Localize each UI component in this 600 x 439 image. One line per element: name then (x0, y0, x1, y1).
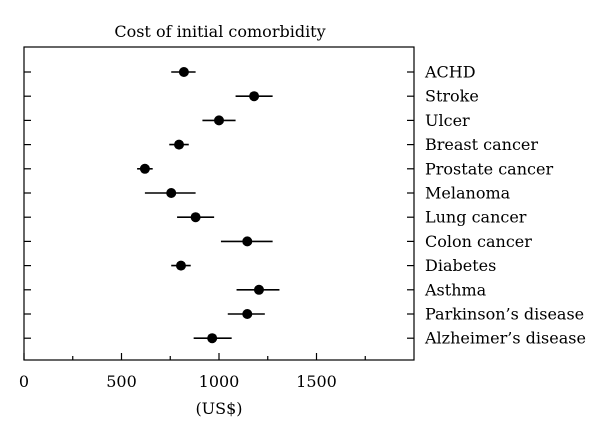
category-label: Parkinson’s disease (425, 305, 584, 324)
x-tick-label: 1000 (199, 372, 240, 391)
data-point (174, 139, 185, 150)
category-label: ACHD (424, 63, 476, 82)
category-label: Melanoma (425, 184, 511, 203)
data-point (178, 67, 189, 77)
data-point (214, 115, 224, 126)
category-label: Stroke (425, 87, 479, 106)
x-tick-label: 500 (106, 372, 137, 391)
x-axis-ticks: 0 500 1000 1500 (19, 71, 414, 391)
x-axis-label: (US$) (195, 399, 242, 418)
chart-title: Cost of initial comorbidity (114, 22, 325, 41)
category-label: Prostate cancer (425, 159, 553, 178)
data-marks (137, 67, 280, 344)
category-label: Colon cancer (425, 232, 532, 251)
category-labels: ACHD Stroke Ulcer Breast cancer Prostate can… (424, 63, 586, 348)
data-point (207, 333, 218, 344)
category-label: Lung cancer (425, 208, 527, 227)
category-label: Asthma (424, 280, 487, 299)
data-point (242, 309, 253, 319)
category-label: Breast cancer (425, 135, 538, 154)
plot-frame (23, 46, 415, 361)
data-point (249, 91, 260, 102)
data-point (242, 236, 253, 247)
data-point (175, 260, 186, 271)
x-tick-label: 1500 (296, 372, 337, 391)
category-label: Diabetes (425, 256, 496, 275)
data-point (166, 188, 177, 198)
category-label: Ulcer (425, 111, 470, 130)
data-point (253, 284, 264, 295)
data-point (139, 163, 150, 174)
category-label: Alzheimer’s disease (424, 329, 586, 348)
x-tick-label: 0 (19, 372, 29, 391)
data-point (190, 212, 201, 223)
